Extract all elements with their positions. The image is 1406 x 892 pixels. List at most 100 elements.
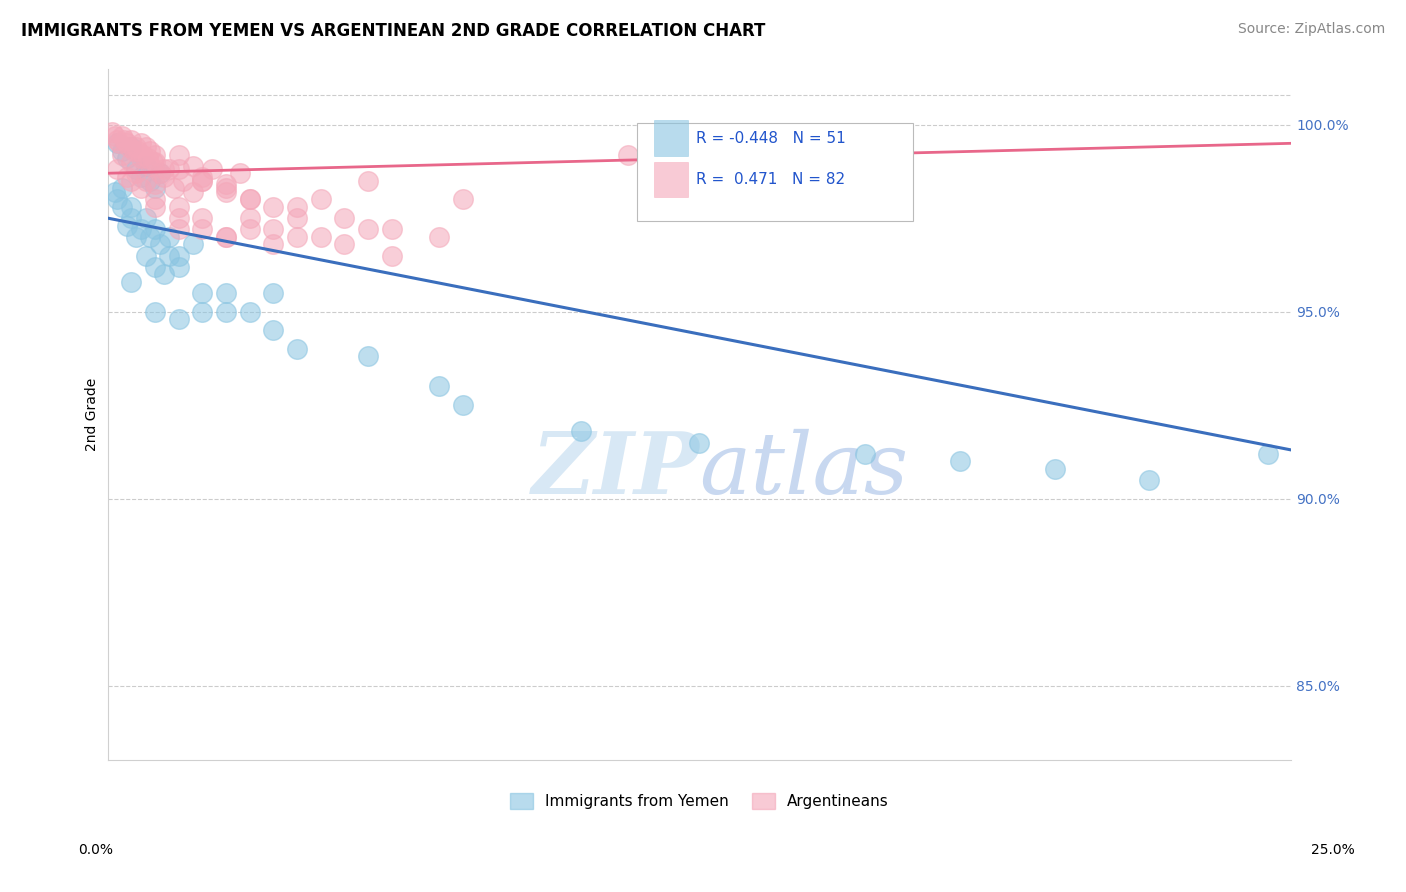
Point [134, 248, 156, 262]
Legend: Immigrants from Yemen, Argentineans: Immigrants from Yemen, Argentineans [503, 787, 896, 815]
Point [1137, 473, 1160, 487]
Point [181, 159, 204, 173]
Point [949, 454, 972, 468]
Point [122, 144, 145, 158]
Point [333, 237, 356, 252]
Point [143, 155, 166, 169]
Point [285, 229, 308, 244]
Point [181, 237, 204, 252]
Point [427, 229, 450, 244]
Point [167, 162, 190, 177]
Point [167, 222, 190, 236]
Point [191, 222, 214, 236]
Point [427, 379, 450, 393]
Point [262, 323, 284, 337]
Point [215, 181, 238, 195]
Point [191, 174, 214, 188]
Point [120, 174, 142, 188]
Point [215, 304, 238, 318]
Point [101, 125, 124, 139]
Point [285, 200, 308, 214]
Text: IMMIGRANTS FROM YEMEN VS ARGENTINEAN 2ND GRADE CORRELATION CHART: IMMIGRANTS FROM YEMEN VS ARGENTINEAN 2ND… [21, 22, 765, 40]
Point [143, 200, 166, 214]
Point [143, 193, 166, 207]
Point [167, 260, 190, 274]
Point [357, 222, 380, 236]
Point [239, 193, 262, 207]
Point [688, 435, 710, 450]
Point [134, 159, 156, 173]
Text: R =  0.471   N = 82: R = 0.471 N = 82 [696, 172, 845, 187]
Point [129, 151, 152, 165]
Point [105, 162, 128, 177]
Point [381, 222, 404, 236]
Point [153, 267, 176, 281]
Point [153, 169, 176, 184]
Point [167, 211, 190, 226]
Point [157, 162, 180, 177]
Point [129, 181, 152, 195]
Point [451, 398, 474, 412]
Point [108, 136, 131, 151]
Point [153, 162, 176, 177]
Point [143, 147, 166, 161]
Point [129, 136, 152, 151]
Point [149, 166, 172, 180]
Point [215, 178, 238, 192]
Point [105, 193, 128, 207]
Point [285, 342, 308, 356]
Point [262, 222, 284, 236]
Point [111, 147, 134, 161]
Point [120, 132, 142, 146]
Point [181, 185, 204, 199]
Text: Source: ZipAtlas.com: Source: ZipAtlas.com [1237, 22, 1385, 37]
Point [191, 211, 214, 226]
Point [215, 229, 238, 244]
Point [105, 136, 128, 151]
Point [105, 132, 128, 146]
Point [853, 447, 876, 461]
Point [357, 174, 380, 188]
Point [157, 229, 180, 244]
Point [112, 132, 135, 146]
Point [201, 162, 224, 177]
Y-axis label: 2nd Grade: 2nd Grade [86, 378, 100, 451]
Point [617, 147, 640, 161]
Point [381, 248, 404, 262]
Point [134, 174, 156, 188]
Point [129, 222, 152, 236]
Point [125, 166, 148, 180]
Point [120, 211, 142, 226]
Text: ZIP: ZIP [531, 428, 699, 511]
Point [229, 166, 252, 180]
Point [167, 312, 190, 326]
Point [111, 144, 134, 158]
Text: 25.0%: 25.0% [1310, 843, 1355, 857]
Point [309, 193, 332, 207]
Point [191, 285, 214, 300]
Point [333, 211, 356, 226]
Point [129, 169, 152, 184]
Point [139, 144, 162, 158]
Point [115, 219, 138, 233]
Point [191, 304, 214, 318]
Point [118, 140, 141, 154]
Point [143, 222, 166, 236]
Point [111, 181, 134, 195]
Point [215, 285, 238, 300]
Text: 0.0%: 0.0% [79, 843, 112, 857]
Point [191, 174, 214, 188]
Point [239, 304, 262, 318]
Point [139, 159, 162, 173]
Point [262, 200, 284, 214]
Text: R = -0.448   N = 51: R = -0.448 N = 51 [696, 130, 846, 145]
Point [167, 200, 190, 214]
Point [569, 424, 592, 438]
Point [167, 248, 190, 262]
Point [239, 193, 262, 207]
Point [104, 185, 127, 199]
Point [262, 285, 284, 300]
Point [143, 304, 166, 318]
Point [111, 200, 134, 214]
Point [1257, 447, 1279, 461]
